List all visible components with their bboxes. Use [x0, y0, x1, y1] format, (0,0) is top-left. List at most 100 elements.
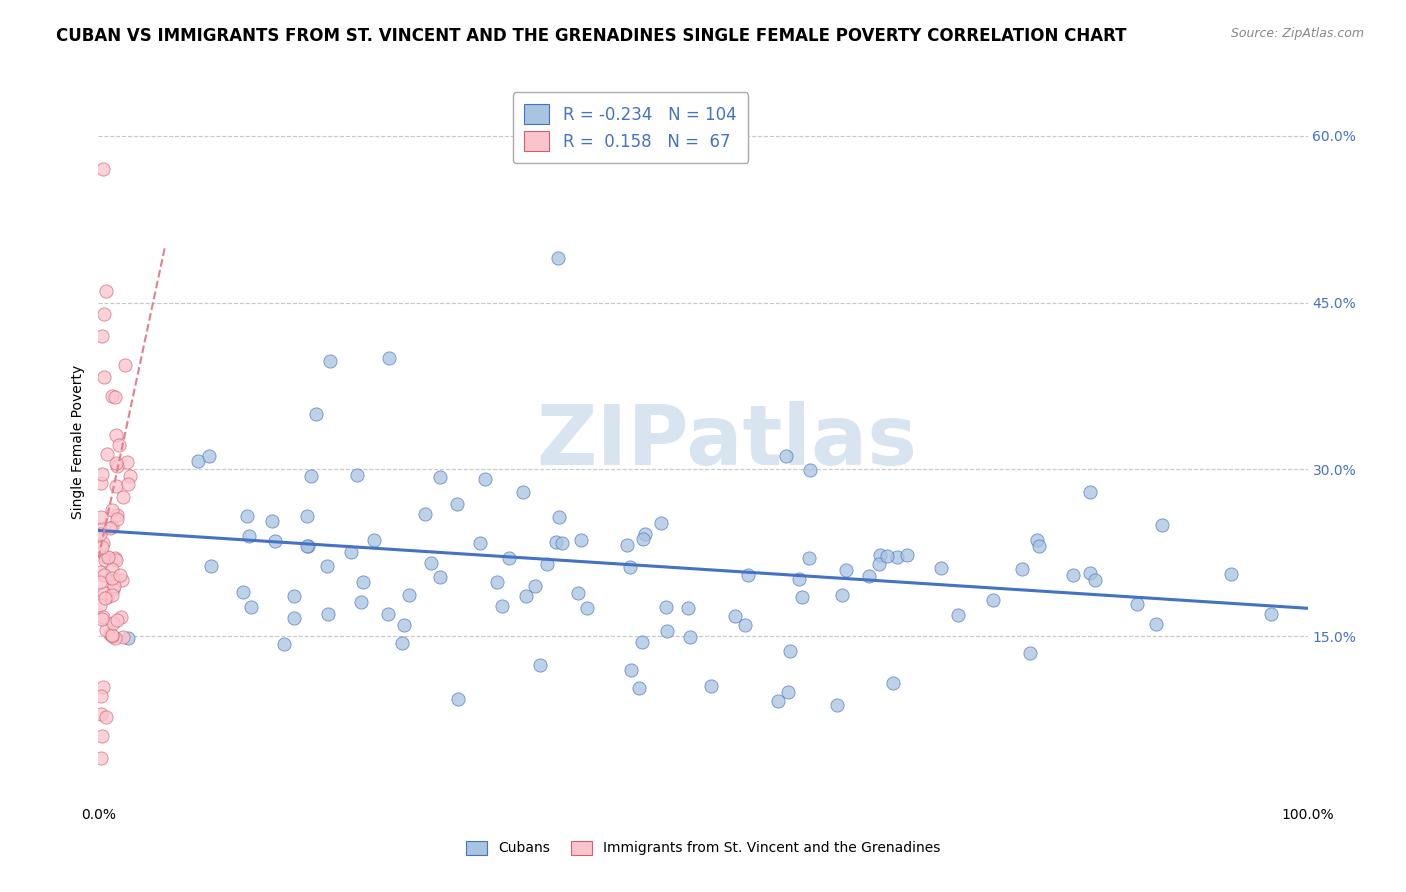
- Point: [105, 508, 128, 523]
- Point: [524, 579, 547, 593]
- Point: [91, 729, 114, 743]
- Point: [100, 629, 122, 643]
- Point: [628, 681, 651, 696]
- Point: [470, 535, 492, 549]
- Point: [97, 549, 120, 564]
- Point: [117, 632, 139, 646]
- Point: [446, 497, 468, 511]
- Point: [108, 438, 131, 452]
- Point: [101, 588, 124, 602]
- Point: [101, 616, 124, 631]
- Point: [1260, 607, 1282, 621]
- Y-axis label: Single Female Poverty: Single Female Poverty: [72, 365, 86, 518]
- Point: [89, 527, 111, 541]
- Point: [96, 447, 118, 461]
- Point: [734, 618, 756, 632]
- Point: [512, 484, 534, 499]
- Point: [104, 390, 127, 404]
- Point: [547, 509, 569, 524]
- Point: [93, 586, 115, 600]
- Point: [94, 710, 117, 724]
- Point: [792, 590, 814, 604]
- Point: [377, 351, 399, 366]
- Point: [101, 582, 124, 596]
- Point: [316, 607, 339, 622]
- Point: [93, 568, 115, 582]
- Point: [882, 675, 904, 690]
- Point: [1084, 573, 1107, 587]
- Point: [264, 534, 287, 549]
- Point: [319, 354, 342, 368]
- Point: [98, 521, 121, 535]
- Point: [1026, 533, 1049, 547]
- Point: [799, 463, 821, 477]
- Point: [787, 572, 810, 586]
- Point: [200, 558, 222, 573]
- Text: Source: ZipAtlas.com: Source: ZipAtlas.com: [1230, 27, 1364, 40]
- Point: [619, 559, 641, 574]
- Point: [93, 553, 115, 567]
- Point: [187, 454, 209, 468]
- Point: [678, 630, 700, 644]
- Point: [90, 689, 112, 703]
- Point: [98, 627, 121, 641]
- Point: [724, 609, 747, 624]
- Point: [1011, 562, 1033, 576]
- Point: [620, 663, 643, 677]
- Point: [1018, 646, 1040, 660]
- Point: [657, 624, 679, 639]
- Point: [363, 533, 385, 547]
- Point: [775, 449, 797, 463]
- Point: [93, 521, 115, 535]
- Point: [90, 706, 112, 721]
- Point: [100, 628, 122, 642]
- Point: [886, 549, 908, 564]
- Point: [398, 588, 420, 602]
- Point: [89, 565, 111, 579]
- Point: [569, 533, 592, 548]
- Point: [529, 657, 551, 672]
- Point: [700, 679, 723, 693]
- Point: [831, 588, 853, 602]
- Point: [616, 538, 638, 552]
- Point: [515, 590, 537, 604]
- Point: [676, 601, 699, 615]
- Point: [868, 557, 890, 571]
- Point: [105, 512, 128, 526]
- Point: [91, 329, 114, 343]
- Point: [91, 681, 114, 695]
- Point: [101, 571, 124, 585]
- Point: [100, 389, 122, 403]
- Point: [93, 307, 115, 321]
- Point: [235, 508, 257, 523]
- Point: [350, 595, 373, 609]
- Point: [89, 575, 111, 590]
- Point: [103, 574, 125, 588]
- Point: [634, 527, 657, 541]
- Point: [297, 539, 319, 553]
- Point: [114, 358, 136, 372]
- Point: [446, 692, 468, 706]
- Legend: Cubans, Immigrants from St. Vincent and the Grenadines: Cubans, Immigrants from St. Vincent and …: [460, 835, 946, 861]
- Point: [315, 559, 337, 574]
- Point: [96, 590, 118, 604]
- Point: [105, 427, 128, 442]
- Point: [91, 536, 114, 550]
- Point: [835, 563, 858, 577]
- Point: [117, 476, 139, 491]
- Point: [90, 612, 112, 626]
- Point: [429, 470, 451, 484]
- Point: [238, 529, 260, 543]
- Point: [869, 548, 891, 562]
- Point: [650, 516, 672, 530]
- Point: [104, 456, 127, 470]
- Point: [498, 551, 520, 566]
- Point: [120, 469, 142, 483]
- Point: [551, 535, 574, 549]
- Point: [340, 544, 363, 558]
- Point: [232, 585, 254, 599]
- Point: [283, 611, 305, 625]
- Point: [90, 475, 112, 490]
- Point: [631, 533, 654, 547]
- Point: [536, 558, 558, 572]
